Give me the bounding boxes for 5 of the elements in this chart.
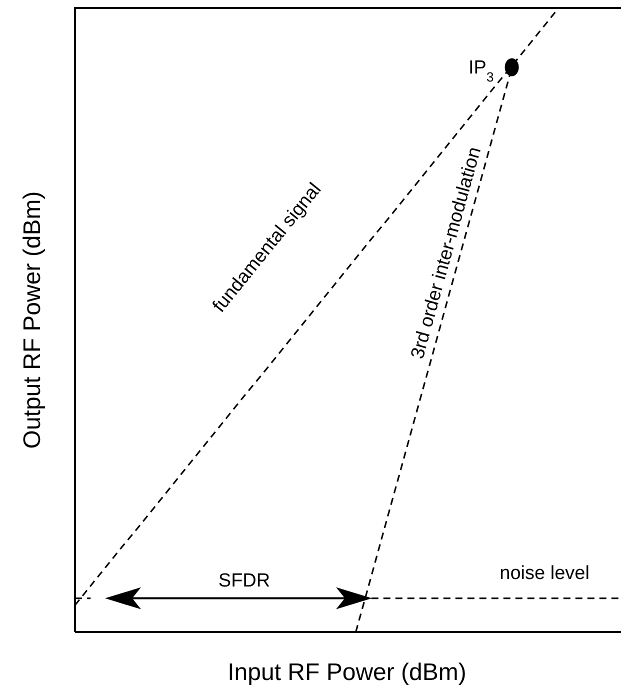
y-axis-title: Output RF Power (dBm) (19, 191, 46, 449)
annotation: IP$_{3}$ (468, 57, 494, 84)
series-label: noise level (500, 562, 590, 584)
x-axis-title: Input RF Power (dBm) (228, 659, 466, 686)
annotation: SFDR (218, 570, 270, 592)
